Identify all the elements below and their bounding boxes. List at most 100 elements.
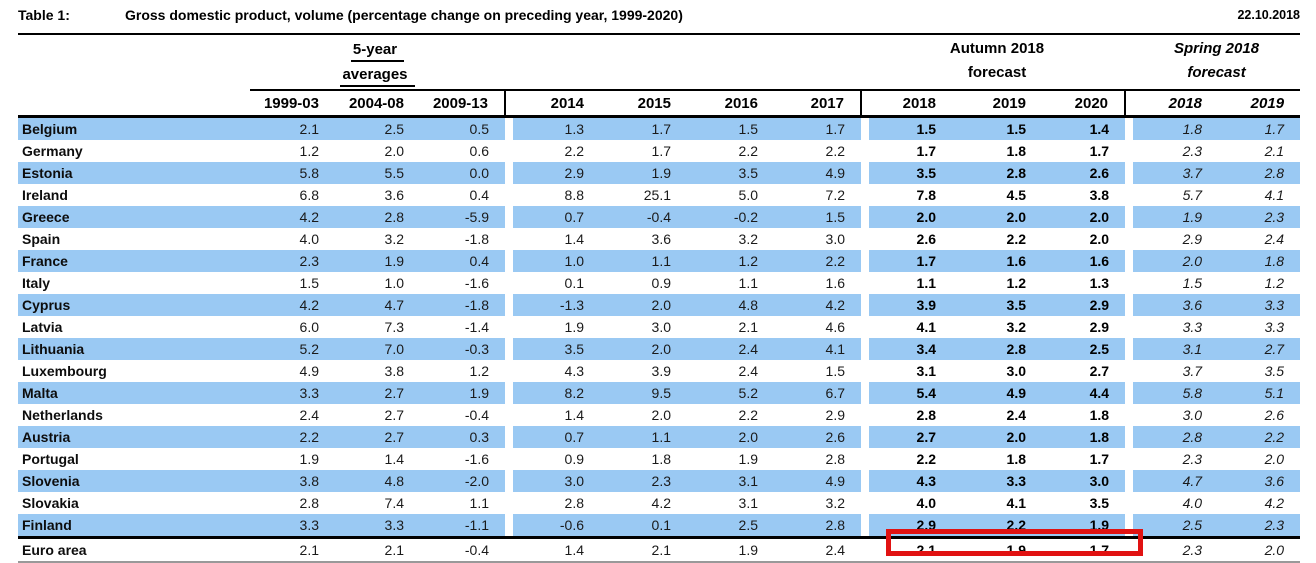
value-cell: 2.9 [513, 162, 600, 184]
value-cell: 0.4 [469, 187, 489, 203]
value-cell: 3.1 [916, 363, 936, 379]
value-cell: 1.0 [384, 275, 404, 291]
value-cell: 4.2 [1264, 495, 1285, 511]
group-separator [861, 272, 869, 294]
value-cell: 4.2 [250, 294, 335, 316]
value-cell: -5.9 [420, 206, 505, 228]
value-cell: 3.0 [651, 319, 671, 335]
group-separator-line [504, 89, 513, 118]
value-cell: 2.1 [1264, 143, 1285, 159]
group-separator [861, 36, 869, 90]
table-row: Latvia 6.0 7.3 -1.4 1.9 3.0 2.1 4.6 4.1 3.2 2.9 3.3… [18, 316, 1300, 338]
value-cell: 2.0 [1042, 206, 1126, 228]
value-cell: 2.9 [825, 407, 845, 423]
table-row: Belgium 2.1 2.5 0.5 1.3 1.7 1.5 1.7 1.5 1.5 1.4 1.8… [18, 116, 1301, 140]
value-cell: 0.0 [420, 162, 505, 184]
value-cell: 8.8 [564, 187, 584, 203]
value-cell: 2.7 [335, 426, 420, 448]
value-cell: 2.5 [1133, 514, 1219, 538]
value-cell: 0.9 [651, 275, 671, 291]
value-cell: 4.9 [774, 162, 861, 184]
group-separator [1125, 228, 1133, 250]
table-row: Lithuania 5.2 7.0 -0.3 3.5 2.0 2.4 4.1 3.4 2.8 2.5… [18, 338, 1301, 360]
value-cell: 8.2 [513, 382, 600, 404]
value-cell: 1.9 [1042, 514, 1126, 538]
value-cell: 2.0 [687, 426, 774, 448]
value-cell: 4.1 [916, 319, 936, 335]
value-cell: 3.1 [738, 495, 758, 511]
group-separator [861, 184, 869, 206]
group-separator [1125, 206, 1134, 228]
value-cell: 2.8 [1218, 162, 1301, 184]
group-separator [861, 338, 869, 360]
value-cell: 2.8 [916, 407, 936, 423]
value-cell: 1.7 [600, 116, 687, 140]
column-header: 1999-03 [250, 89, 335, 118]
column-header: 2018 [1133, 89, 1219, 118]
group-separator [505, 382, 513, 404]
table-row: Luxembourg 4.9 3.8 1.2 4.3 3.9 2.4 1.5 3.1 3.0 2.7… [18, 360, 1300, 382]
report-date: 22.10.2018 [1237, 8, 1300, 22]
column-header: 2014 [513, 89, 600, 118]
column-header: 2019 [1218, 89, 1301, 118]
value-cell: 2.0 [952, 206, 1042, 228]
value-cell: 2.7 [1218, 338, 1301, 360]
value-cell: -1.6 [464, 451, 489, 467]
group-separator [505, 206, 513, 228]
value-cell: 1.8 [1006, 451, 1026, 467]
group-separator [1125, 36, 1133, 90]
group-separator-line [1124, 89, 1134, 118]
value-cell: 1.9 [600, 162, 687, 184]
value-cell: 5.4 [869, 382, 952, 404]
value-cell: 3.9 [869, 294, 952, 316]
table-row: Estonia 5.8 5.5 0.0 2.9 1.9 3.5 4.9 3.5 2.8 2.6 3.7… [18, 162, 1301, 184]
value-cell: 4.3 [564, 363, 584, 379]
column-header: 2015 [600, 89, 687, 118]
value-cell: 3.3 [952, 470, 1042, 492]
value-cell: 3.6 [384, 187, 404, 203]
value-cell: 4.0 [299, 231, 319, 247]
value-cell: 3.5 [1089, 495, 1110, 511]
value-cell: 3.3 [250, 514, 335, 538]
value-cell: 3.0 [513, 470, 600, 492]
year-header-row: 1999-03 2004-08 2009-13 2014 2015 2016 2… [18, 89, 1301, 118]
value-cell: 3.8 [250, 470, 335, 492]
value-cell: 5.7 [1182, 187, 1203, 203]
value-cell: -0.4 [420, 536, 505, 563]
group-separator [861, 404, 869, 426]
value-cell: 2.8 [564, 495, 584, 511]
group-separator [505, 250, 513, 272]
value-cell: 1.8 [1089, 407, 1110, 423]
value-cell: 2.1 [335, 536, 420, 563]
value-cell: 1.7 [651, 143, 671, 159]
group-separator [861, 228, 869, 250]
value-cell: 1.4 [564, 407, 584, 423]
value-cell: 3.8 [384, 363, 404, 379]
group-separator [505, 228, 513, 250]
value-cell: 1.4 [384, 451, 404, 467]
value-cell: 4.7 [335, 294, 420, 316]
value-cell: 5.8 [250, 162, 335, 184]
value-cell: 1.8 [1133, 116, 1219, 140]
value-cell: 2.8 [335, 206, 420, 228]
value-cell: 3.0 [1006, 363, 1026, 379]
value-cell: 0.6 [469, 143, 489, 159]
group-separator [1125, 448, 1133, 470]
group-separator [505, 404, 513, 426]
value-cell: 0.5 [420, 116, 505, 140]
value-cell: -0.2 [687, 206, 774, 228]
column-header: 2016 [687, 89, 774, 118]
group-separator-line [860, 89, 869, 118]
group-separator [1125, 492, 1133, 514]
group-separator [505, 294, 513, 316]
group-separator [1125, 162, 1134, 184]
value-cell: 5.2 [687, 382, 774, 404]
value-cell: 1.7 [1218, 116, 1301, 140]
country-label: Lithuania [18, 338, 250, 360]
value-cell: 1.3 [513, 116, 600, 140]
value-cell: 2.6 [1042, 162, 1126, 184]
value-cell: 3.2 [384, 231, 404, 247]
value-cell: 2.3 [1182, 143, 1203, 159]
value-cell: 6.7 [774, 382, 861, 404]
